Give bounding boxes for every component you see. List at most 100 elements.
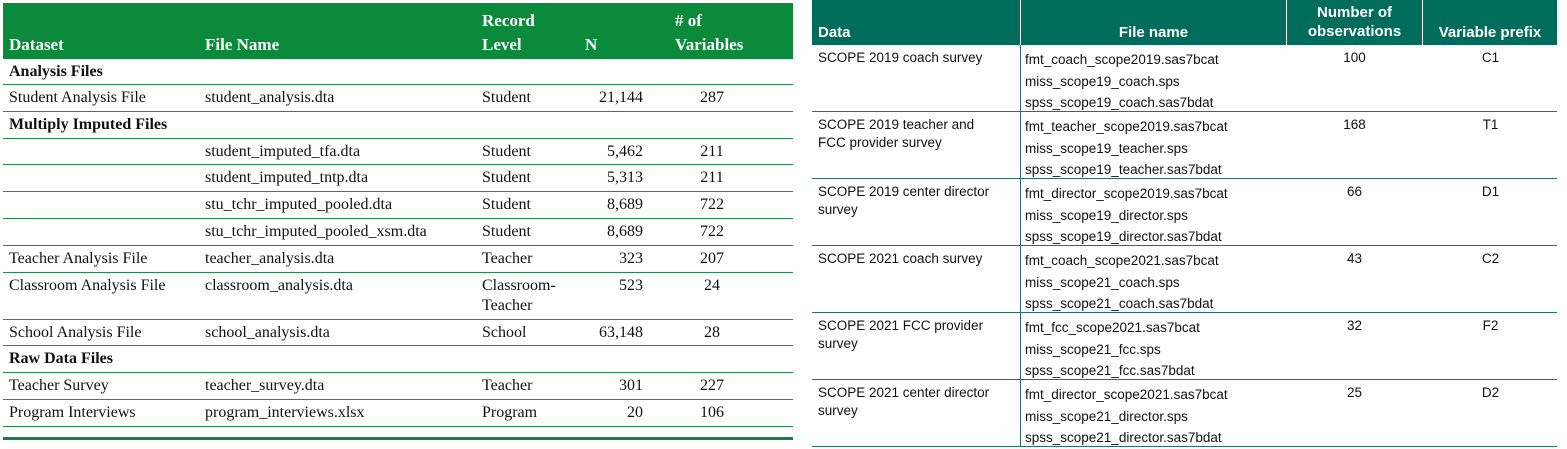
cell-observations: 168	[1343, 117, 1366, 132]
header-file-name: File Name	[205, 35, 280, 54]
cell-data-line1: SCOPE 2019 center director	[818, 184, 990, 199]
header-variables: # of Variables	[675, 9, 785, 57]
cell-n: 5,462	[607, 142, 643, 160]
column-divider	[1020, 45, 1021, 111]
table-row: Program Interviews program_interviews.xl…	[3, 400, 793, 427]
cell-n: 8,689	[607, 222, 643, 240]
section-row-imputed: Multiply Imputed Files	[3, 112, 793, 139]
section-title: Raw Data Files	[9, 350, 113, 368]
cell-prefix: T1	[1482, 117, 1499, 132]
cell-data: SCOPE 2021 coach survey	[818, 250, 1013, 268]
cell-level-line1: Classroom-	[482, 276, 556, 294]
table-row: SCOPE 2021 center director survey fmt_di…	[812, 380, 1557, 447]
cell-n: 301	[619, 377, 643, 395]
cell-observations: 32	[1346, 318, 1363, 333]
table-row: SCOPE 2021 coach survey fmt_coach_scope2…	[812, 246, 1557, 313]
file-entry: spss_scope21_fcc.sas7bdat	[1025, 363, 1195, 378]
header-divider	[1286, 0, 1287, 45]
column-divider	[1020, 246, 1021, 312]
header-observations: Number of observations	[1287, 0, 1422, 45]
cell-observations: 100	[1343, 50, 1366, 65]
cell-level: Program	[482, 403, 538, 421]
cell-vars: 722	[700, 196, 724, 214]
table-row: stu_tchr_imputed_pooled_xsm.dta Student …	[3, 219, 793, 246]
cell-vars: 207	[700, 249, 724, 267]
cell-data: SCOPE 2021 FCC provider survey	[818, 317, 1013, 353]
header-vars-line2: Variables	[675, 35, 744, 54]
table-row: student_imputed_tntp.dta Student 5,313 2…	[3, 165, 793, 193]
cell-prefix: D1	[1481, 184, 1500, 199]
cell-data-line2: survey	[818, 336, 858, 351]
cell-dataset: Program Interviews	[9, 403, 136, 421]
scope-files-table: Data File name Number of observations Va…	[812, 0, 1557, 447]
cell-vars: 28	[704, 323, 720, 341]
table-header: Dataset File Name Record Level N # of Va…	[3, 3, 793, 59]
cell-file: teacher_survey.dta	[205, 377, 325, 395]
header-data: Data	[818, 24, 851, 41]
cell-dataset: Teacher Analysis File	[9, 249, 148, 267]
cell-data-line1: SCOPE 2021 center director	[818, 385, 990, 400]
header-file-name: File name	[1118, 24, 1189, 41]
cell-files: fmt_director_scope2019.sas7bcat miss_sco…	[1025, 183, 1228, 248]
cell-data: SCOPE 2021 center director survey	[818, 384, 1013, 420]
file-entry: fmt_director_scope2021.sas7bcat	[1025, 387, 1228, 402]
cell-file: program_interviews.xlsx	[205, 403, 365, 421]
cell-vars: 287	[700, 89, 724, 106]
cell-prefix: D2	[1481, 385, 1500, 400]
section-row-analysis: Analysis Files	[3, 59, 793, 85]
cell-data-line1: SCOPE 2021 FCC provider	[818, 318, 984, 333]
file-entry: miss_scope21_fcc.sps	[1025, 341, 1161, 357]
cell-n: 21,144	[599, 89, 643, 106]
cell-n: 8,689	[607, 196, 643, 214]
cell-dataset: Student Analysis File	[9, 89, 146, 106]
cell-file: student_analysis.dta	[205, 89, 335, 106]
cell-prefix: F2	[1482, 318, 1499, 333]
cell-files: fmt_fcc_scope2021.sas7bcat miss_scope21_…	[1025, 317, 1200, 382]
cell-n: 323	[619, 249, 643, 267]
cell-file: classroom_analysis.dta	[205, 276, 353, 294]
cell-dataset: Teacher Survey	[9, 377, 109, 395]
file-entry: fmt_fcc_scope2021.sas7bcat	[1025, 320, 1200, 335]
header-record-line1: Record	[482, 11, 535, 30]
cell-dataset: Classroom Analysis File	[9, 276, 166, 294]
column-divider	[1020, 380, 1021, 446]
cell-data-line1: SCOPE 2021 coach survey	[818, 251, 983, 266]
cell-prefix: C2	[1481, 251, 1500, 266]
table-row: student_imputed_tfa.dta Student 5,462 21…	[3, 139, 793, 166]
file-entry: miss_scope19_coach.sps	[1025, 73, 1180, 89]
header-variable-prefix: Variable prefix	[1438, 24, 1542, 41]
cell-file: stu_tchr_imputed_pooled.dta	[205, 196, 393, 214]
cell-n: 5,313	[607, 169, 643, 187]
cell-dataset: School Analysis File	[9, 323, 142, 341]
dataset-files-table: Dataset File Name Record Level N # of Va…	[3, 3, 793, 440]
table-row: SCOPE 2019 coach survey fmt_coach_scope2…	[812, 45, 1557, 112]
header-record-line2: Level	[482, 35, 522, 54]
cell-files: fmt_coach_scope2019.sas7bcat miss_scope1…	[1025, 49, 1219, 114]
file-entry: spss_scope19_director.sas7bdat	[1025, 229, 1222, 244]
cell-vars: 24	[704, 276, 720, 294]
cell-level-line2: Teacher	[482, 296, 533, 314]
file-entry: spss_scope19_teacher.sas7bdat	[1025, 162, 1222, 177]
cell-data-line1: SCOPE 2019 coach survey	[818, 50, 983, 65]
column-divider	[1020, 179, 1021, 245]
file-entry: spss_scope21_coach.sas7bdat	[1025, 296, 1214, 311]
table-row: SCOPE 2019 center director survey fmt_di…	[812, 179, 1557, 246]
file-entry: spss_scope19_coach.sas7bdat	[1025, 95, 1214, 110]
cell-data-line1: SCOPE 2019 teacher and	[818, 117, 975, 132]
cell-n: 20	[627, 403, 643, 421]
file-entry: miss_scope19_teacher.sps	[1025, 140, 1188, 156]
table-bottom-rule	[3, 436, 793, 440]
cell-data-line2: survey	[818, 202, 858, 217]
cell-vars: 211	[700, 142, 724, 160]
section-row-raw: Raw Data Files	[3, 346, 793, 374]
cell-level: Student	[482, 89, 531, 106]
file-entry: fmt_coach_scope2019.sas7bcat	[1025, 52, 1219, 67]
table-row: Student Analysis File student_analysis.d…	[3, 85, 793, 112]
file-entry: fmt_coach_scope2021.sas7bcat	[1025, 253, 1219, 268]
table-row: Teacher Survey teacher_survey.dta Teache…	[3, 373, 793, 400]
column-divider	[1020, 313, 1021, 379]
file-entry: miss_scope21_coach.sps	[1025, 274, 1180, 290]
cell-vars: 722	[700, 222, 724, 240]
cell-observations: 66	[1346, 184, 1363, 199]
section-title: Analysis Files	[9, 63, 103, 80]
